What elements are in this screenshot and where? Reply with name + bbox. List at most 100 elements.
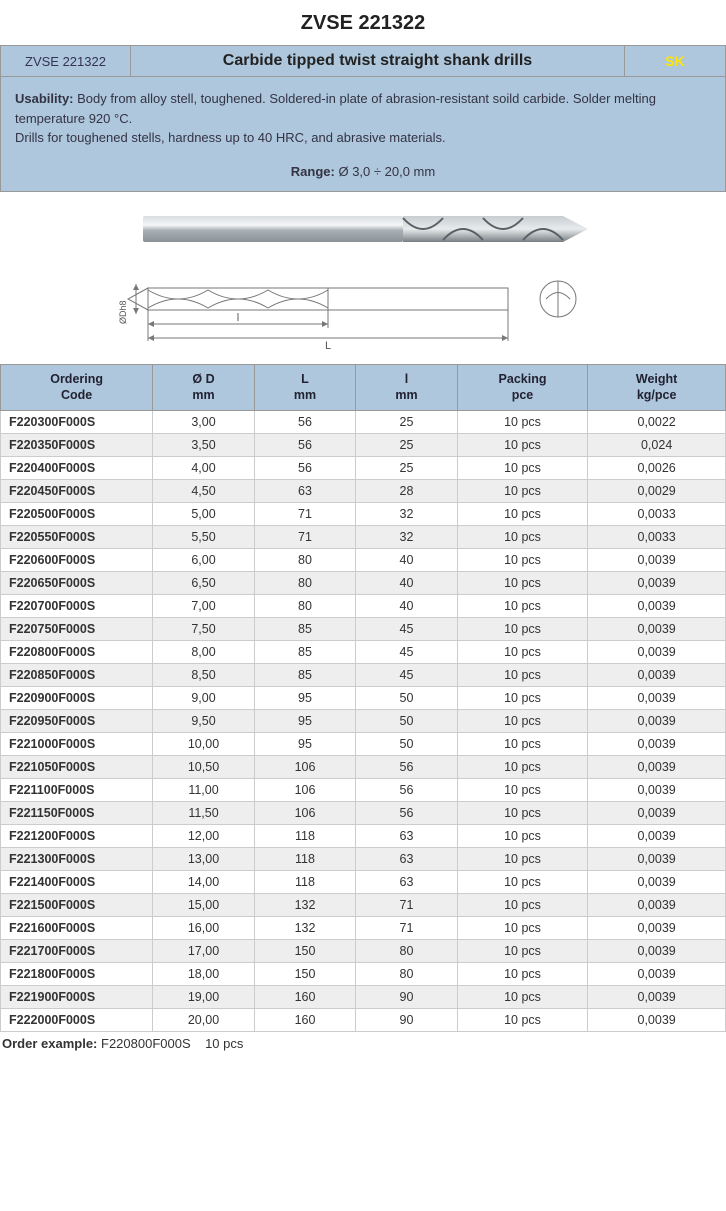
- table-row: F221600F000S16,001327110 pcs0,0039: [1, 916, 726, 939]
- data-cell: 0,0039: [588, 870, 726, 893]
- ordering-code-cell: F220900F000S: [1, 686, 153, 709]
- data-cell: 0,0039: [588, 617, 726, 640]
- data-cell: 6,00: [153, 548, 255, 571]
- data-cell: 18,00: [153, 962, 255, 985]
- table-row: F221700F000S17,001508010 pcs0,0039: [1, 939, 726, 962]
- data-cell: 71: [254, 502, 356, 525]
- data-cell: 85: [254, 617, 356, 640]
- column-header-line1: Weight: [592, 371, 721, 387]
- data-cell: 132: [254, 893, 356, 916]
- ordering-code-cell: F220950F000S: [1, 709, 153, 732]
- table-row: F220300F000S3,00562510 pcs0,0022: [1, 410, 726, 433]
- column-header-line2: mm: [259, 387, 352, 403]
- column-header: Ø Dmm: [153, 365, 255, 411]
- data-cell: 63: [356, 824, 458, 847]
- ordering-code-cell: F220800F000S: [1, 640, 153, 663]
- ordering-code-cell: F221500F000S: [1, 893, 153, 916]
- data-cell: 0,0029: [588, 479, 726, 502]
- data-cell: 12,00: [153, 824, 255, 847]
- header-row: ZVSE 221322 Carbide tipped twist straigh…: [0, 45, 726, 77]
- ordering-code-cell: F220750F000S: [1, 617, 153, 640]
- column-header: Lmm: [254, 365, 356, 411]
- data-cell: 10 pcs: [457, 1008, 588, 1031]
- data-cell: 8,50: [153, 663, 255, 686]
- data-cell: 150: [254, 939, 356, 962]
- table-row: F221050F000S10,501065610 pcs0,0039: [1, 755, 726, 778]
- spec-table-body: F220300F000S3,00562510 pcs0,0022F220350F…: [1, 410, 726, 1031]
- column-header: Weightkg/pce: [588, 365, 726, 411]
- data-cell: 56: [356, 801, 458, 824]
- table-row: F220650F000S6,50804010 pcs0,0039: [1, 571, 726, 594]
- data-cell: 10 pcs: [457, 479, 588, 502]
- data-cell: 10,50: [153, 755, 255, 778]
- table-row: F221300F000S13,001186310 pcs0,0039: [1, 847, 726, 870]
- usability-text: Body from alloy stell, toughened. Solder…: [15, 91, 656, 126]
- data-cell: 106: [254, 801, 356, 824]
- data-cell: 13,00: [153, 847, 255, 870]
- data-cell: 90: [356, 1008, 458, 1031]
- ordering-code-cell: F221900F000S: [1, 985, 153, 1008]
- data-cell: 80: [254, 594, 356, 617]
- ordering-code-cell: F221300F000S: [1, 847, 153, 870]
- data-cell: 10 pcs: [457, 663, 588, 686]
- data-cell: 10 pcs: [457, 686, 588, 709]
- spec-table-head: OrderingCodeØ DmmLmmlmmPackingpceWeightk…: [1, 365, 726, 411]
- usability-label: Usability:: [15, 91, 74, 106]
- data-cell: 17,00: [153, 939, 255, 962]
- data-cell: 10 pcs: [457, 778, 588, 801]
- column-header-line2: Code: [5, 387, 148, 403]
- ordering-code-cell: F220350F000S: [1, 433, 153, 456]
- data-cell: 95: [254, 732, 356, 755]
- table-row: F220900F000S9,00955010 pcs0,0039: [1, 686, 726, 709]
- data-cell: 71: [356, 916, 458, 939]
- data-cell: 15,00: [153, 893, 255, 916]
- data-cell: 106: [254, 755, 356, 778]
- data-cell: 80: [356, 939, 458, 962]
- data-cell: 56: [356, 755, 458, 778]
- data-cell: 118: [254, 824, 356, 847]
- data-cell: 10 pcs: [457, 916, 588, 939]
- data-cell: 10 pcs: [457, 640, 588, 663]
- ordering-code-cell: F221100F000S: [1, 778, 153, 801]
- table-row: F220800F000S8,00854510 pcs0,0039: [1, 640, 726, 663]
- data-cell: 10 pcs: [457, 525, 588, 548]
- ordering-code-cell: F220850F000S: [1, 663, 153, 686]
- table-row: F221000F000S10,00955010 pcs0,0039: [1, 732, 726, 755]
- data-cell: 56: [254, 410, 356, 433]
- data-cell: 45: [356, 617, 458, 640]
- data-cell: 10,00: [153, 732, 255, 755]
- spec-table: OrderingCodeØ DmmLmmlmmPackingpceWeightk…: [0, 364, 726, 1032]
- data-cell: 50: [356, 686, 458, 709]
- data-cell: 10 pcs: [457, 433, 588, 456]
- data-cell: 0,0022: [588, 410, 726, 433]
- data-cell: 0,0039: [588, 962, 726, 985]
- dim-L-label: L: [325, 340, 331, 352]
- ordering-code-cell: F221700F000S: [1, 939, 153, 962]
- table-row: F221900F000S19,001609010 pcs0,0039: [1, 985, 726, 1008]
- table-row: F222000F000S20,001609010 pcs0,0039: [1, 1008, 726, 1031]
- data-cell: 10 pcs: [457, 502, 588, 525]
- data-cell: 0,0033: [588, 502, 726, 525]
- ordering-code-cell: F220700F000S: [1, 594, 153, 617]
- table-row: F221100F000S11,001065610 pcs0,0039: [1, 778, 726, 801]
- data-cell: 50: [356, 709, 458, 732]
- table-row: F220600F000S6,00804010 pcs0,0039: [1, 548, 726, 571]
- data-cell: 6,50: [153, 571, 255, 594]
- data-cell: 63: [356, 870, 458, 893]
- range-text: Ø 3,0 ÷ 20,0 mm: [338, 164, 435, 179]
- data-cell: 10 pcs: [457, 755, 588, 778]
- data-cell: 10 pcs: [457, 985, 588, 1008]
- data-cell: 11,00: [153, 778, 255, 801]
- ordering-code-cell: F222000F000S: [1, 1008, 153, 1031]
- data-cell: 80: [356, 962, 458, 985]
- ordering-code-cell: F221800F000S: [1, 962, 153, 985]
- data-cell: 90: [356, 985, 458, 1008]
- data-cell: 40: [356, 571, 458, 594]
- ordering-code-cell: F220650F000S: [1, 571, 153, 594]
- data-cell: 0,0039: [588, 732, 726, 755]
- ordering-code-cell: F221000F000S: [1, 732, 153, 755]
- table-row: F221500F000S15,001327110 pcs0,0039: [1, 893, 726, 916]
- data-cell: 32: [356, 502, 458, 525]
- column-header-line1: L: [259, 371, 352, 387]
- column-header-line1: Ø D: [157, 371, 250, 387]
